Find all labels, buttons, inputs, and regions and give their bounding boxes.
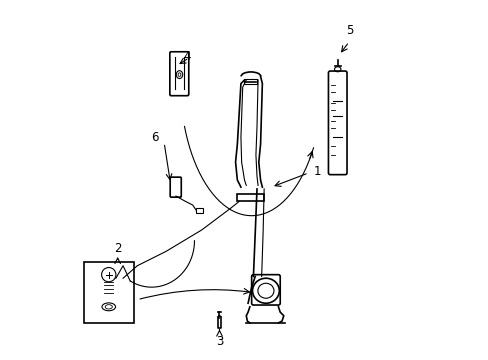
Text: 3: 3	[215, 336, 223, 348]
Text: 6: 6	[151, 131, 159, 144]
Text: 5: 5	[346, 24, 353, 37]
Text: 1: 1	[313, 165, 321, 177]
Text: 4: 4	[183, 50, 190, 63]
Bar	[83, 262, 134, 323]
Bar	[196, 207, 203, 213]
Text: 2: 2	[114, 242, 121, 255]
Bar	[237, 194, 264, 202]
Bar	[244, 79, 256, 84]
